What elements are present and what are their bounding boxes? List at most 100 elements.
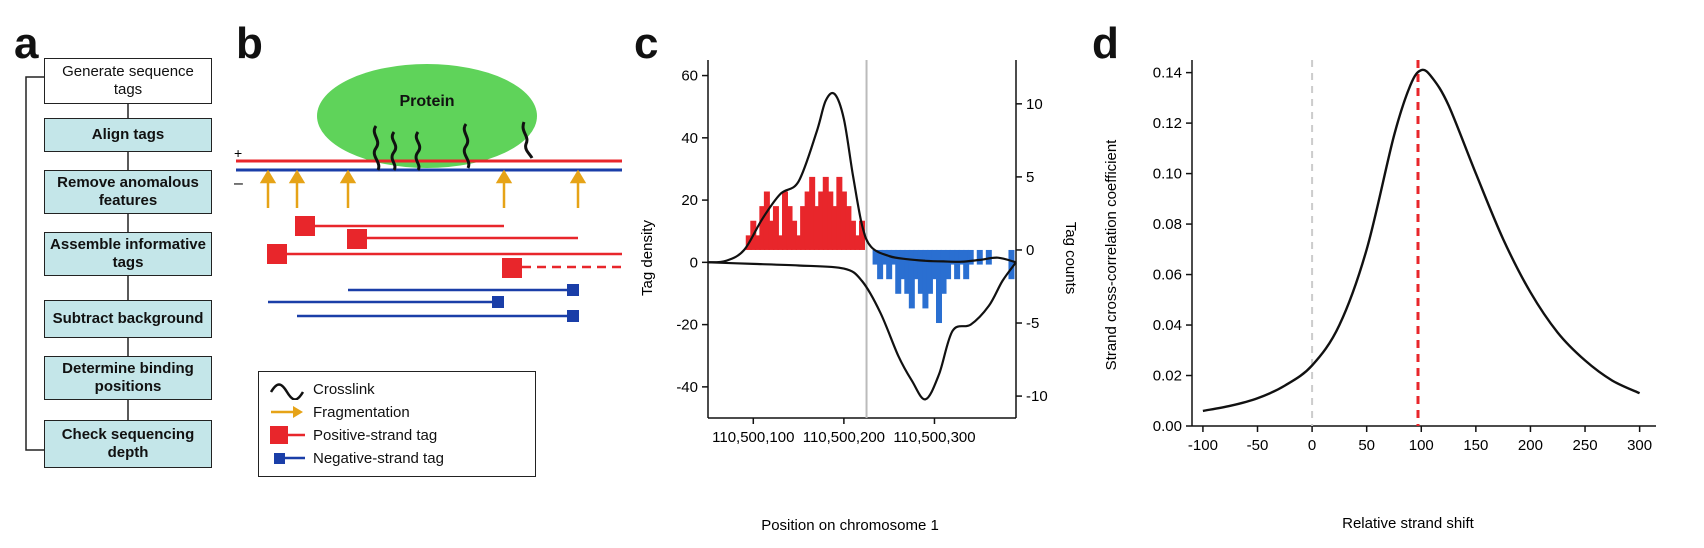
positive-count-bar	[768, 220, 775, 250]
positive-count-bar	[840, 191, 847, 250]
negative-count-bar	[940, 249, 947, 294]
flow-step-subtract: Subtract background	[44, 300, 212, 338]
minus-strand-label: –	[234, 175, 243, 192]
positive-count-bar	[759, 206, 766, 250]
legend-item-positive-tag: Positive-strand tag	[269, 424, 437, 446]
positive-count-bar	[827, 191, 834, 250]
negative-count-bar	[899, 249, 906, 280]
crosslink-icon	[414, 131, 422, 171]
legend-label: Negative-strand tag	[313, 449, 444, 467]
fragmentation-arrow-icon	[271, 406, 303, 418]
workflow-flowchart: Generate sequence tags Align tags Remove…	[0, 0, 240, 548]
x-tick-label: 110,500,200	[803, 429, 885, 446]
negative-count-bar	[945, 249, 952, 280]
positive-count-bar	[795, 235, 802, 250]
negative-count-bar	[936, 249, 942, 324]
negative-count-bar	[917, 249, 924, 294]
positive-strand-tags	[267, 216, 622, 278]
negative-count-bar	[985, 249, 992, 265]
y-tick-label: 60	[681, 68, 698, 85]
x-tick-label: 200	[1518, 437, 1543, 454]
negative-count-bar	[967, 249, 974, 265]
flowchart-connectors	[25, 76, 129, 451]
x-tick-label: 300	[1627, 437, 1652, 454]
protein-blob	[317, 64, 537, 168]
positive-count-bar	[813, 206, 820, 250]
positive-count-bar	[804, 191, 811, 250]
negative-count-bar	[949, 249, 956, 265]
positive-count-bar	[777, 235, 784, 250]
feedback-loop-line	[25, 76, 44, 451]
negative-count-bar	[926, 249, 933, 294]
panel-letter-d: d	[1092, 19, 1119, 68]
y2-tick-label: -5	[1026, 315, 1039, 332]
y2-tick-label: -10	[1026, 388, 1048, 405]
negative-count-bar	[908, 249, 915, 309]
protein-label: Protein	[399, 93, 454, 110]
x-tick-label: 110,500,100	[712, 429, 794, 446]
fragmentation-arrows	[259, 169, 587, 208]
x-tick-label: 0	[1308, 437, 1316, 454]
positive-count-bar	[786, 206, 793, 250]
y2-tick-label: 0	[1026, 242, 1034, 259]
positive-count-bar	[782, 191, 788, 250]
legend-item-fragmentation: Fragmentation	[269, 401, 410, 423]
y2-tick-label: 10	[1026, 96, 1043, 113]
y-axis-label: Tag density	[639, 220, 656, 296]
negative-count-bar	[904, 249, 911, 294]
negative-count-bar	[954, 249, 961, 280]
flow-step-check: Check sequencing depth	[44, 420, 212, 468]
positive-count-bar	[763, 191, 770, 250]
legend-label: Crosslink	[313, 380, 375, 398]
y-tick-label: 0.00	[1153, 418, 1182, 435]
flow-step-generate: Generate sequence tags	[44, 58, 212, 104]
flow-step-align: Align tags	[44, 118, 212, 152]
y-tick-label: 0.08	[1153, 216, 1182, 233]
negative-count-bar	[922, 249, 929, 309]
flow-step-remove: Remove anomalous features	[44, 170, 212, 214]
positive-density-curve	[707, 91, 1017, 264]
y-tick-label: 0.10	[1153, 166, 1182, 183]
y-tick-label: 0.14	[1153, 65, 1182, 82]
x-tick-label: 250	[1573, 437, 1598, 454]
y2-tick-label: 5	[1026, 169, 1034, 186]
negative-count-bar	[872, 249, 879, 265]
positive-count-bar	[845, 206, 852, 250]
tag-density-chart: -40 -20 0 20 40 60 -10 -5 0 5 10 110,500,100 110,500…	[639, 60, 1079, 534]
positive-count-bar	[859, 220, 865, 250]
y-tick-label: 40	[681, 130, 698, 147]
y-tick-label: -20	[676, 317, 698, 334]
negative-count-bar	[913, 249, 920, 280]
panel-letter-c: c	[634, 19, 659, 68]
x-axis-label: Position on chromosome 1	[761, 517, 939, 534]
x-tick-label: 110,500,300	[893, 429, 975, 446]
legend-label: Fragmentation	[313, 403, 410, 421]
positive-count-bar	[809, 176, 816, 250]
positive-count-bar	[800, 206, 807, 250]
positive-count-bar	[831, 206, 838, 250]
legend-item-crosslink: Crosslink	[269, 378, 375, 400]
positive-count-bar	[772, 206, 779, 250]
positive-count-bar	[854, 235, 861, 250]
x-tick-label: 50	[1358, 437, 1375, 454]
x-tick-label: -100	[1188, 437, 1218, 454]
negative-count-bar	[963, 249, 970, 280]
cross-correlation-curve	[1202, 68, 1641, 413]
cross-correlation-chart: 0.00 0.02 0.04 0.06 0.08 0.10 0.12 0.14 -100 -50 0…	[1103, 60, 1656, 532]
negative-count-bar	[958, 249, 965, 265]
diagram-legend: Crosslink Fragmentation Positive-strand …	[258, 371, 536, 477]
positive-count-bar	[791, 220, 798, 250]
y-tick-label: 0.04	[1153, 317, 1182, 334]
crosslink-icon	[372, 125, 381, 171]
crosslink-icon	[390, 131, 398, 171]
negative-strand-tag-icon	[274, 453, 305, 464]
chip-seq-diagram: Protein + –	[234, 64, 622, 322]
panel-letter-b: b	[236, 19, 263, 68]
y2-axis-label: Tag counts	[1062, 222, 1079, 295]
negative-strand-tags	[268, 284, 579, 322]
y-tick-label: 20	[681, 192, 698, 209]
legend-label: Positive-strand tag	[313, 426, 438, 444]
negative-count-bar	[877, 249, 884, 280]
x-tick-label: -50	[1247, 437, 1269, 454]
positive-strand-tag-icon	[270, 426, 305, 444]
